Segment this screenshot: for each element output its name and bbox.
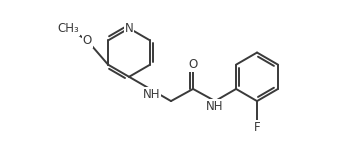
Text: N: N [125, 22, 133, 35]
Text: NH: NH [207, 100, 224, 113]
Text: O: O [189, 58, 198, 71]
Text: O: O [83, 34, 92, 47]
Text: F: F [254, 121, 261, 134]
Text: NH: NH [142, 88, 160, 101]
Text: CH₃: CH₃ [58, 22, 79, 35]
